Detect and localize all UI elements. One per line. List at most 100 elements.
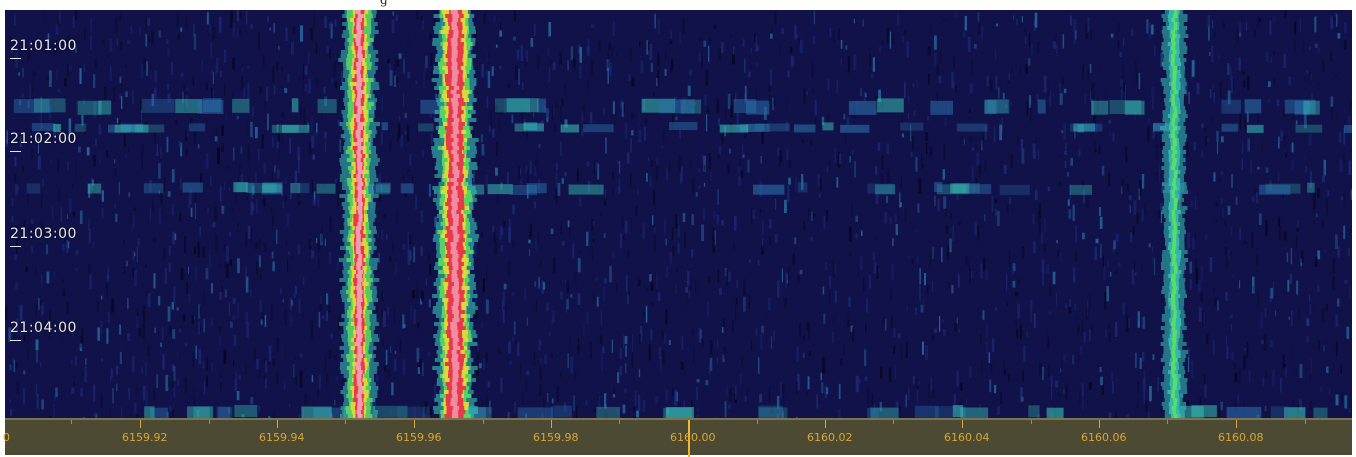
signal-trace [1172,102,1176,106]
noise-speck [1008,81,1010,84]
noise-speck [486,397,489,408]
noise-speck [1011,102,1012,106]
noise-speck [163,248,166,257]
noise-speck [1309,295,1310,302]
noise-speck [553,258,556,273]
noise-speck [719,146,722,155]
noise-speck [892,238,894,246]
noise-speck [311,118,312,132]
noise-speck [866,298,868,313]
signal-trace [452,382,457,386]
noise-speck [732,320,734,333]
noise-speck [381,230,382,240]
noise-speck [102,40,104,45]
signal-trace [357,394,362,398]
noise-speck [1053,41,1056,49]
noise-speck [1089,329,1090,341]
noise-speck [1242,141,1243,153]
noise-speck [1244,348,1246,351]
noise-speck [194,34,196,50]
signal-trace [1172,74,1176,78]
noise-speck [997,211,1000,226]
noise-speck [409,154,411,166]
noise-speck [688,86,691,96]
noise-speck [657,158,658,164]
noise-speck [679,130,681,139]
noise-speck [1027,332,1028,337]
noise-speck [780,382,782,398]
noise-speck [154,70,157,82]
noise-speck [1087,300,1088,316]
noise-speck [863,20,864,27]
waterfall-image [5,10,1352,418]
noise-speck [1003,93,1005,99]
noise-speck [1064,89,1067,94]
noise-speck [250,290,252,297]
noise-speck [101,296,102,300]
signal-trace [1171,370,1174,374]
noise-speck [286,215,289,227]
noise-speck [700,330,702,339]
signal-trace [1173,358,1178,362]
noise-speck [1147,127,1150,141]
noise-speck [117,118,119,123]
noise-speck [597,394,599,401]
noise-speck [71,360,73,364]
noise-speck [743,39,745,47]
noise-speck [1221,402,1223,411]
noise-speck [84,64,86,72]
noise-speck [657,273,658,289]
noise-speck [124,135,126,147]
noise-speck [1231,324,1233,331]
noise-speck [1221,136,1224,142]
frequency-tick [277,420,278,428]
noise-speck [325,354,326,371]
noise-speck [1121,89,1123,99]
noise-speck [230,259,232,266]
noise-speck [729,149,731,154]
noise-speck [626,275,628,291]
noise-speck [1231,227,1233,237]
noise-speck [100,321,103,333]
noise-speck [555,189,558,204]
noise-speck [823,286,825,294]
signal-trace [452,362,459,366]
noise-speck [865,324,866,333]
noise-speck [110,66,111,81]
noise-speck [1320,387,1321,392]
noise-speck [111,298,114,312]
signal-trace [356,26,361,30]
signal-trace [1171,122,1174,126]
noise-speck [271,305,272,322]
noise-speck [1125,85,1126,102]
noise-speck [531,38,534,47]
noise-speck [192,315,194,324]
noise-speck [272,172,274,181]
noise-speck [1051,385,1052,399]
noise-speck [925,132,928,141]
signal-trace [356,226,362,230]
signal-trace [357,310,362,314]
signal-trace [452,286,459,290]
noise-speck [876,194,879,205]
noise-speck [392,242,393,251]
noise-speck [573,58,576,69]
noise-speck [569,222,570,237]
signal-trace [356,22,360,26]
signal-trace [452,306,458,310]
noise-speck [160,192,163,203]
noise-speck [508,226,511,242]
noise-speck [736,280,738,288]
noise-speck [644,127,646,141]
noise-speck [246,126,249,135]
noise-speck [332,78,333,83]
noise-speck [1335,74,1337,78]
noise-speck [1205,234,1208,240]
noise-speck [517,342,520,356]
noise-speck [298,244,301,254]
noise-speck [265,315,267,327]
noise-speck [744,59,745,73]
noise-speck [1243,81,1246,88]
